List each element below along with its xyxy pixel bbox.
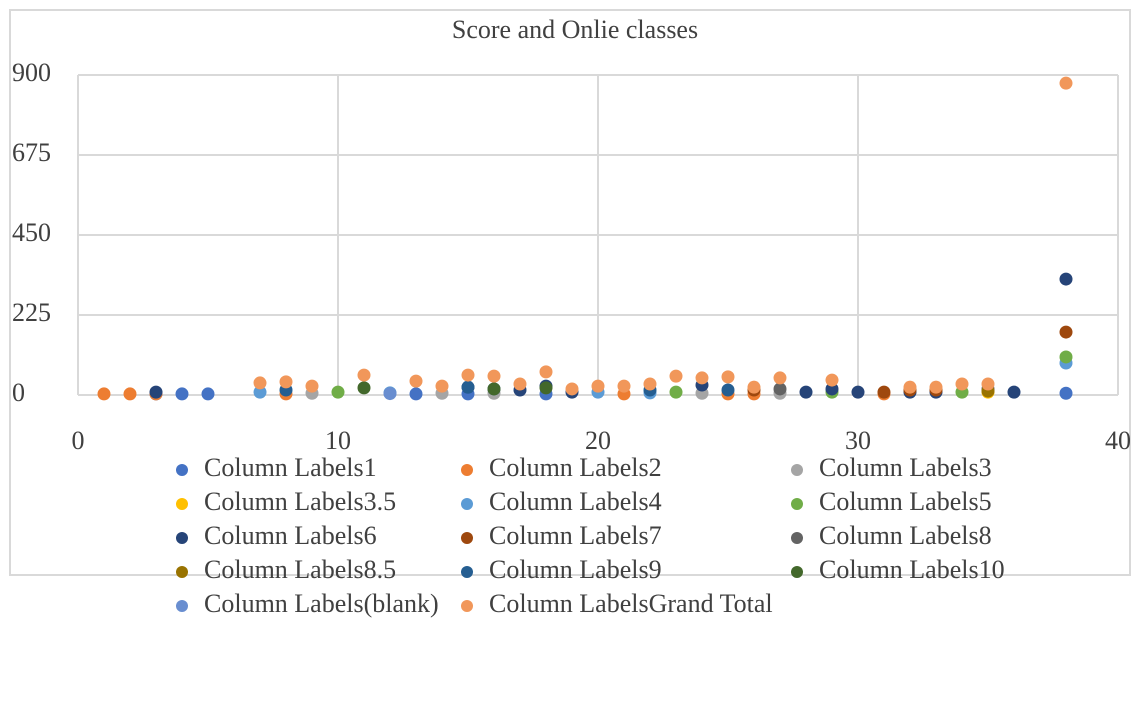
legend-marker: [461, 498, 473, 510]
point: [695, 371, 709, 385]
x-tick-label: 30: [845, 426, 871, 455]
point: [565, 382, 579, 396]
y-tick-label: 900: [12, 58, 51, 87]
point: [201, 387, 215, 401]
point: [617, 379, 631, 393]
point: [539, 381, 553, 395]
x-tick-label: 20: [585, 426, 611, 455]
legend-label: Column Labels1: [204, 453, 377, 482]
legend-marker: [176, 498, 188, 510]
x-tick-label: 0: [72, 426, 85, 455]
point: [1007, 385, 1021, 399]
y-tick-label: 225: [12, 298, 51, 327]
point: [1059, 386, 1073, 400]
point: [1059, 350, 1073, 364]
point: [669, 385, 683, 399]
point: [123, 387, 137, 401]
point: [305, 379, 319, 393]
point: [799, 385, 813, 399]
legend-label: Column Labels3: [819, 453, 992, 482]
point: [1059, 325, 1073, 339]
point: [357, 368, 371, 382]
x-tick-label: 40: [1105, 426, 1131, 455]
legend-label: Column Labels9: [489, 555, 662, 584]
legend-marker: [791, 464, 803, 476]
legend-marker: [791, 566, 803, 578]
point: [331, 385, 345, 399]
point: [903, 380, 917, 394]
point: [825, 373, 839, 387]
chart-title: Score and Onlie classes: [452, 15, 698, 44]
point: [877, 385, 891, 399]
legend-marker: [461, 600, 473, 612]
legend-marker: [461, 532, 473, 544]
point: [253, 385, 267, 399]
point: [175, 387, 189, 401]
legend-label: Column Labels5: [819, 487, 992, 516]
point: [643, 377, 657, 391]
y-tick-label: 675: [12, 138, 51, 167]
y-tick-label: 0: [12, 378, 25, 407]
point: [721, 383, 735, 397]
point: [409, 374, 423, 388]
legend-marker: [176, 600, 188, 612]
point: [1059, 76, 1073, 90]
y-tick-label: 450: [12, 218, 51, 247]
point: [747, 380, 761, 394]
x-tick-label: 10: [325, 426, 351, 455]
point: [981, 377, 995, 391]
point: [435, 379, 449, 393]
point: [461, 380, 475, 394]
point: [773, 382, 787, 396]
point: [669, 369, 683, 383]
point: [955, 377, 969, 391]
point: [149, 385, 163, 399]
point: [773, 371, 787, 385]
point: [539, 365, 553, 379]
legend-marker: [176, 464, 188, 476]
legend-label: Column Labels6: [204, 521, 377, 550]
chart-border: [9, 9, 1131, 576]
legend-marker: [176, 532, 188, 544]
point: [383, 387, 397, 401]
point: [513, 377, 527, 391]
legend-label: Column Labels(blank): [204, 589, 439, 618]
legend-label: Column Labels8.5: [204, 555, 396, 584]
legend-marker: [176, 566, 188, 578]
legend-marker: [791, 498, 803, 510]
legend-label: Column Labels10: [819, 555, 1005, 584]
point: [825, 382, 839, 396]
legend-marker: [791, 532, 803, 544]
point: [461, 368, 475, 382]
legend-label: Column Labels7: [489, 521, 662, 550]
legend-marker: [461, 566, 473, 578]
point: [409, 387, 423, 401]
point: [279, 375, 293, 389]
legend-marker: [461, 464, 473, 476]
point: [851, 385, 865, 399]
legend-label: Column Labels3.5: [204, 487, 396, 516]
legend-label: Column Labels2: [489, 453, 662, 482]
point: [97, 387, 111, 401]
legend-label: Column Labels4: [489, 487, 662, 516]
point: [487, 369, 501, 383]
point: [591, 379, 605, 393]
point: [1059, 272, 1073, 286]
legend-label: Column Labels8: [819, 521, 992, 550]
point: [357, 381, 371, 395]
point: [721, 370, 735, 384]
point: [487, 382, 501, 396]
point: [929, 380, 943, 394]
point: [253, 376, 267, 390]
legend-label: Column LabelsGrand Total: [489, 589, 773, 618]
